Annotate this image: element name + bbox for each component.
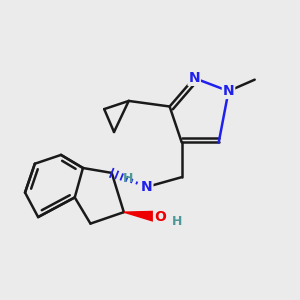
Text: N: N: [141, 180, 152, 194]
Text: N: N: [223, 84, 234, 98]
Text: O: O: [154, 210, 166, 224]
Text: H: H: [123, 172, 133, 185]
Polygon shape: [124, 211, 160, 223]
Text: N: N: [188, 71, 200, 85]
Text: H: H: [172, 215, 182, 229]
